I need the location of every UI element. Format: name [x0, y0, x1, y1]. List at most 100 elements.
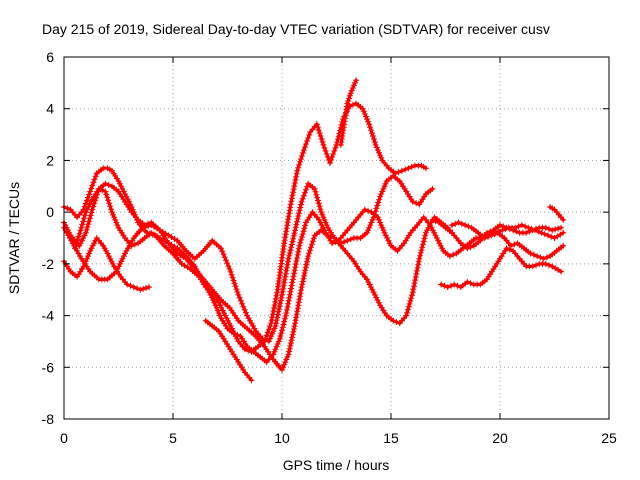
plus-marker: [292, 224, 299, 231]
plus-marker: [323, 151, 330, 157]
plus-marker: [301, 189, 308, 196]
plus-marker: [534, 253, 541, 260]
plus-marker: [289, 276, 296, 283]
plus-marker: [288, 244, 295, 251]
x-tick-label: 5: [169, 430, 177, 446]
plus-marker: [329, 154, 336, 160]
plus-marker: [276, 306, 282, 312]
plus-marker: [381, 183, 388, 190]
series-track-h: [449, 219, 567, 262]
plus-marker: [444, 284, 451, 291]
plus-marker: [378, 154, 385, 161]
plus-marker: [73, 239, 80, 246]
plus-marker: [119, 255, 126, 262]
plus-marker: [269, 330, 276, 337]
plus-marker: [376, 149, 382, 156]
plus-marker: [229, 274, 236, 281]
plus-marker: [116, 180, 123, 187]
plus-marker: [279, 324, 286, 331]
plus-marker: [112, 216, 119, 223]
plus-marker: [74, 236, 81, 243]
plus-marker: [408, 163, 415, 170]
plus-marker: [65, 232, 72, 239]
plus-marker: [300, 192, 307, 199]
plus-marker: [380, 227, 387, 234]
plus-marker: [451, 281, 458, 288]
plus-marker: [285, 255, 292, 262]
plus-marker: [296, 296, 303, 303]
plus-marker: [385, 237, 392, 244]
plus-marker: [405, 165, 412, 172]
plus-marker: [288, 285, 295, 292]
plus-marker: [120, 253, 127, 260]
plus-marker: [216, 312, 223, 319]
plus-marker: [282, 270, 289, 277]
x-tick-label: 0: [60, 430, 68, 446]
marker-group: [71, 180, 455, 373]
plus-marker: [267, 323, 273, 330]
plus-marker: [429, 185, 436, 192]
plus-marker: [377, 193, 384, 200]
plus-marker: [316, 216, 323, 223]
plus-marker: [276, 303, 283, 310]
plus-marker: [377, 219, 384, 226]
plus-marker: [558, 268, 564, 275]
plus-marker: [545, 232, 551, 239]
plus-marker: [281, 318, 288, 325]
plus-marker: [231, 330, 237, 337]
series-track-k: [337, 77, 360, 148]
plus-marker: [226, 266, 233, 272]
plus-marker: [284, 303, 291, 310]
plus-marker: [450, 251, 457, 258]
plus-marker: [359, 105, 366, 112]
plus-marker: [533, 225, 539, 232]
plus-marker: [76, 230, 83, 237]
plus-marker: [104, 250, 111, 257]
plus-marker: [308, 241, 315, 248]
plus-marker: [379, 188, 386, 195]
plus-marker: [300, 275, 307, 282]
plus-marker: [291, 180, 298, 186]
plot-series: [61, 77, 567, 384]
plus-marker: [91, 200, 98, 207]
plus-marker: [300, 147, 307, 154]
plus-marker: [119, 185, 126, 192]
plus-marker: [270, 328, 277, 335]
y-tick-label: 2: [46, 152, 54, 168]
plus-marker: [371, 291, 378, 298]
plus-marker: [303, 141, 309, 148]
plus-marker: [455, 219, 462, 226]
plus-marker: [285, 300, 292, 307]
plus-marker: [507, 242, 514, 249]
plus-marker: [368, 219, 375, 226]
plus-marker: [301, 144, 308, 151]
plus-marker: [302, 264, 309, 271]
plus-marker: [277, 333, 284, 339]
plus-marker: [311, 185, 318, 192]
plus-marker: [525, 224, 532, 231]
plus-marker: [448, 282, 454, 289]
plus-marker: [294, 251, 301, 258]
plus-marker: [101, 245, 108, 252]
plus-marker: [331, 147, 338, 154]
plus-marker: [297, 239, 304, 246]
plus-marker: [319, 211, 326, 218]
plus-marker: [114, 222, 121, 229]
series-track-i: [431, 214, 564, 252]
plus-marker: [382, 232, 389, 239]
plus-marker: [317, 219, 324, 226]
plus-marker: [560, 216, 567, 223]
plus-marker: [415, 258, 422, 265]
plus-marker: [393, 319, 400, 325]
plus-marker: [441, 282, 448, 289]
plus-marker: [272, 295, 279, 302]
plus-marker: [286, 348, 293, 355]
plus-marker: [288, 337, 295, 344]
plus-marker: [222, 312, 229, 319]
plus-marker: [428, 219, 435, 226]
plus-marker: [117, 260, 124, 267]
plus-marker: [85, 221, 92, 228]
plus-marker: [315, 200, 322, 207]
plus-marker: [278, 330, 285, 337]
plus-marker: [328, 233, 334, 240]
